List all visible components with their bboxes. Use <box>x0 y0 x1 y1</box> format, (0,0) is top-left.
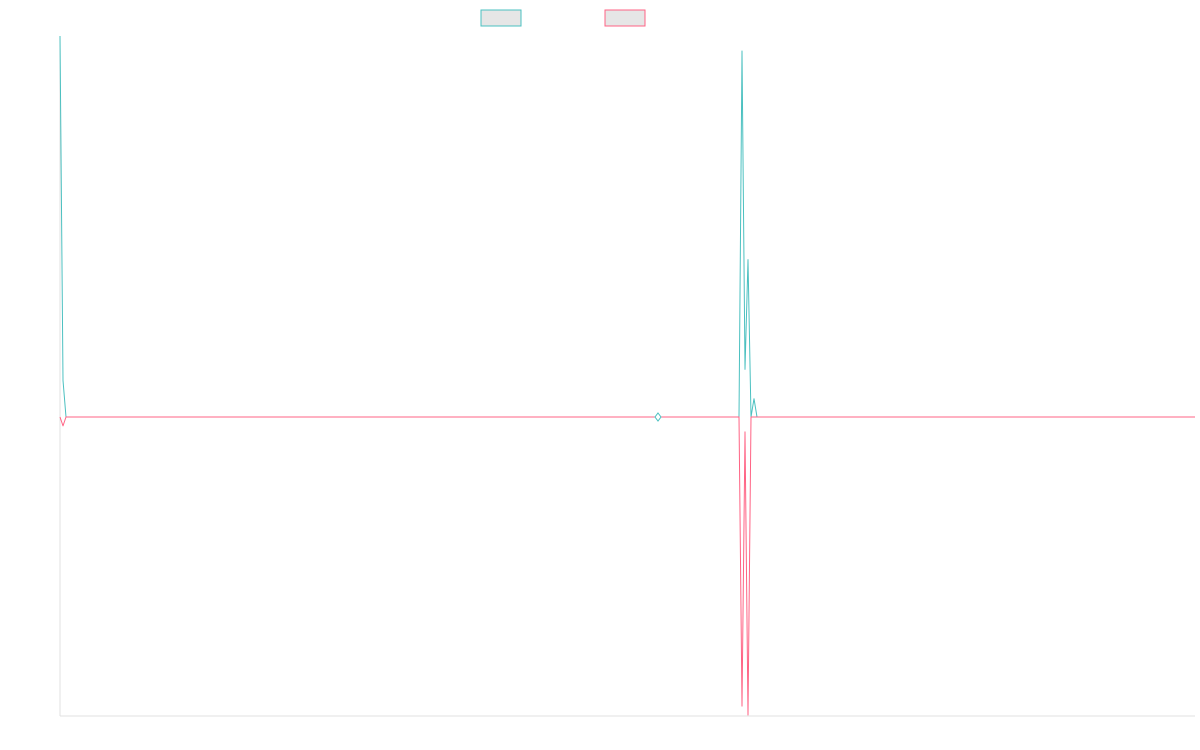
legend <box>480 9 646 27</box>
data-point-marker-0[interactable] <box>654 412 662 422</box>
legend-swatch-0[interactable] <box>480 9 522 27</box>
series-line-1 <box>59 416 1195 716</box>
axes <box>59 36 1195 717</box>
legend-swatch-1[interactable] <box>604 9 646 27</box>
series-line-0 <box>59 35 1195 418</box>
plot-area <box>59 35 1195 716</box>
